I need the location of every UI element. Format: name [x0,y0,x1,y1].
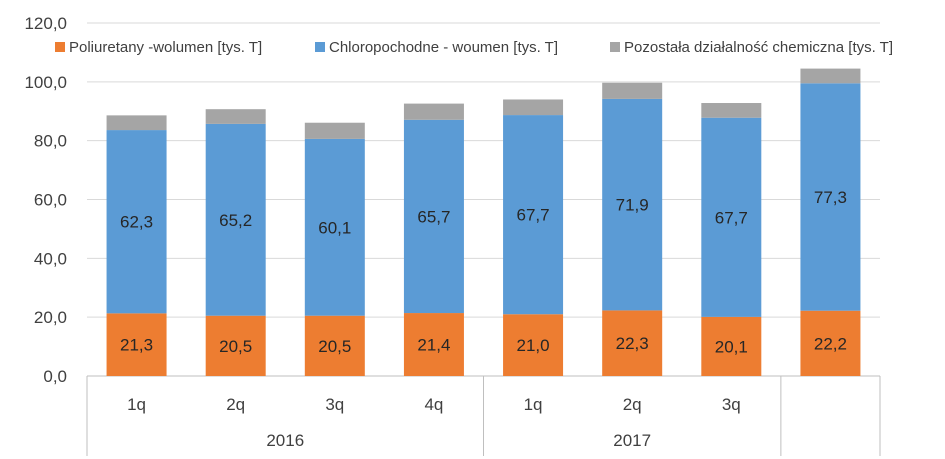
bars: 21,3 62,3 20,5 65,2 20,5 60,1 21,4 65,7 21,0 67,7… [106,68,861,376]
legend-swatch [610,42,620,52]
data-label: 65,2 [219,211,252,230]
x-tick-label: 1q [127,395,146,414]
data-label: 21,0 [517,336,550,355]
bar-segment-series-1 [106,313,167,376]
x-tick-label: 3q [722,395,741,414]
bar-segment-series-3 [701,103,762,118]
data-label: 21,3 [120,336,153,355]
bar-segment-series-1 [602,310,663,376]
y-tick-label: 20,0 [34,308,67,327]
bar-segment-series-2 [304,138,365,316]
data-label: 65,7 [417,207,450,226]
bar-segment-series-3 [304,122,365,139]
data-label: 67,7 [517,206,550,225]
bar-segment-series-2 [106,130,167,314]
y-tick-label: 80,0 [34,132,67,151]
data-label: 62,3 [120,213,153,232]
bar-segment-series-3 [205,109,266,124]
bar-segment-series-2 [602,98,663,311]
y-axis: 0,0 20,0 40,0 60,0 80,0 100,0 120,0 [24,14,67,386]
x-tick-label: 4q [424,395,443,414]
data-label: 71,9 [616,196,649,215]
bar-segment-series-1 [503,314,564,376]
data-label: 20,5 [318,337,351,356]
data-label: 60,1 [318,218,351,237]
data-label: 22,2 [814,334,847,353]
x-tick-label: 1q [524,395,543,414]
bar-segment-series-2 [800,83,861,311]
bar-segment-series-3 [602,82,663,99]
bar-segment-series-3 [503,99,564,116]
bar-segment-series-1 [205,315,266,376]
legend-swatch [315,42,325,52]
y-tick-label: 60,0 [34,191,67,210]
bar-segment-series-3 [106,115,167,131]
legend-swatch [55,42,65,52]
bar-segment-series-3 [403,103,464,120]
bar-segment-series-2 [701,117,762,317]
data-label: 67,7 [715,208,748,227]
x-tick-label: 3q [325,395,344,414]
y-tick-label: 120,0 [24,14,67,33]
data-label: 20,1 [715,337,748,356]
x-tick-label: 2q [226,395,245,414]
data-label: 21,4 [417,336,450,355]
x-axis: 1q 2q 3q 4q 1q 2q 3q 2016 2017 [86,376,881,456]
bar-segment-series-3 [800,68,861,84]
bar-segment-series-2 [205,123,266,316]
bar-segment-series-1 [800,310,861,376]
bar-segment-series-1 [701,316,762,376]
y-tick-label: 100,0 [24,73,67,92]
data-label: 20,5 [219,337,252,356]
x-tick-label: 2q [623,395,642,414]
bar-segment-series-2 [403,119,464,314]
bar-segment-series-1 [304,315,365,376]
legend-label: Pozostała działalność chemiczna [tys. T] [624,39,893,56]
data-label: 22,3 [616,334,649,353]
bar-segment-series-2 [503,115,564,315]
x-group-label: 2017 [613,431,651,450]
legend: Poliuretany -wolumen [tys. T] Chloropocho… [55,39,893,56]
legend-label: Chloropochodne - woumen [tys. T] [329,39,558,56]
y-tick-label: 0,0 [43,367,67,386]
data-label: 77,3 [814,188,847,207]
legend-label: Poliuretany -wolumen [tys. T] [69,39,262,56]
x-group-label: 2016 [266,431,304,450]
y-tick-label: 40,0 [34,249,67,268]
bar-segment-series-1 [403,313,464,376]
